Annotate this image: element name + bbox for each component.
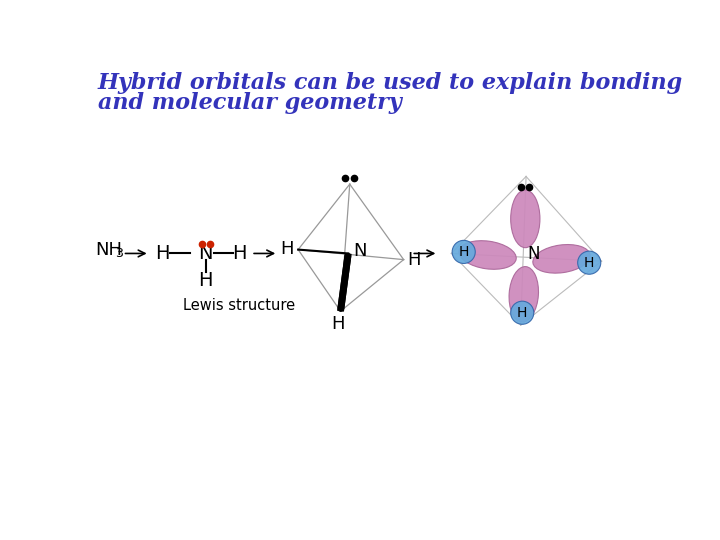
Text: Lewis structure: Lewis structure [183,298,294,313]
Ellipse shape [533,245,590,273]
Ellipse shape [459,241,516,269]
Text: H: H [233,244,247,263]
Ellipse shape [577,251,600,274]
Text: NH: NH [96,241,122,259]
Text: H: H [584,255,595,269]
Text: H: H [408,251,421,268]
Text: H: H [281,240,294,258]
Text: N: N [199,244,213,263]
Ellipse shape [510,190,540,248]
Text: H: H [459,245,469,259]
Text: H: H [156,244,170,263]
Text: Hybrid orbitals can be used to explain bonding: Hybrid orbitals can be used to explain b… [98,72,683,94]
Text: N: N [528,245,540,263]
Ellipse shape [452,240,475,264]
Text: H: H [331,314,345,333]
Text: 3: 3 [115,247,123,260]
Text: and molecular geometry: and molecular geometry [98,92,402,114]
Text: H: H [199,271,213,290]
Ellipse shape [510,301,534,325]
Ellipse shape [509,267,539,322]
Text: H: H [517,306,528,320]
Text: N: N [353,242,366,260]
